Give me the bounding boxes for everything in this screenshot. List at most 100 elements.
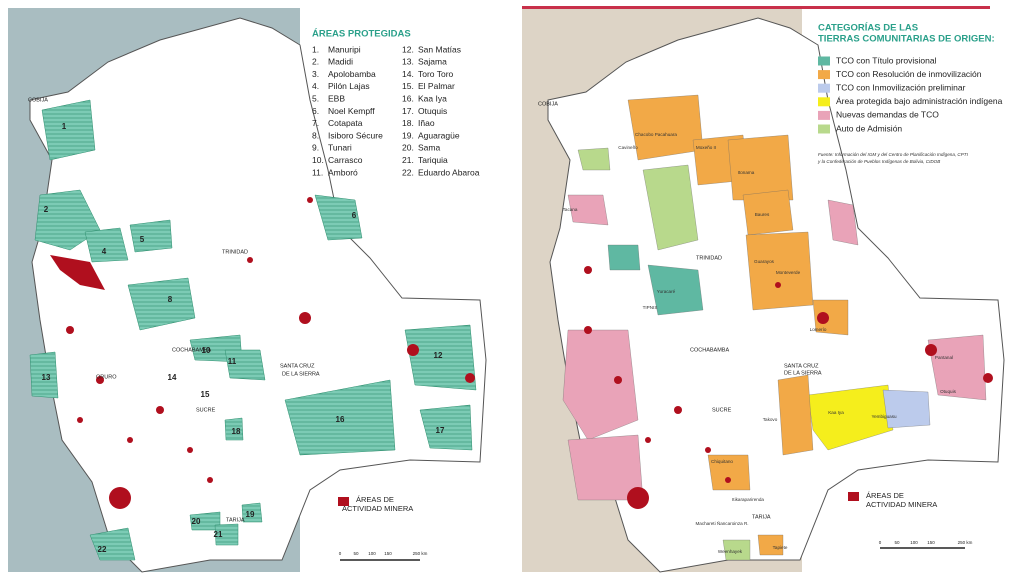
area-name: Apolobamba xyxy=(328,69,376,79)
tco-areas xyxy=(562,94,987,561)
tco-label: TIPNIS xyxy=(643,305,658,310)
area-number: 4. xyxy=(312,81,319,91)
area-number: 14. xyxy=(402,69,414,79)
area-name: Iñao xyxy=(418,118,435,128)
area-number: 13. xyxy=(402,57,414,67)
area-name: El Palmar xyxy=(418,81,455,91)
area-number: 21. xyxy=(402,155,414,165)
area-map-number: 5 xyxy=(140,235,145,244)
tco-label: Moxeño II xyxy=(696,145,716,150)
mining-areas xyxy=(50,197,475,509)
legend-title: TIERRAS COMUNITARIAS DE ORIGEN: xyxy=(818,34,995,45)
area-map-number: 4 xyxy=(102,247,107,256)
city-label: TARIJA xyxy=(226,517,245,523)
tco-label: Cavineño xyxy=(618,145,638,150)
city-label: COBIJA xyxy=(28,97,48,103)
legend-title: ÁREAS PROTEGIDAS xyxy=(312,29,411,40)
scale-label: 0 xyxy=(879,540,882,545)
legend-label: TCO con Inmovilización preliminar xyxy=(836,82,966,92)
mining-areas xyxy=(584,266,993,509)
area-number: 18. xyxy=(402,118,414,128)
scale-label: 50 xyxy=(353,551,359,556)
source-note: Fuente: Información del IGM y del Centro… xyxy=(818,152,969,157)
city-label: COBIJA xyxy=(538,101,558,107)
tco-label: Guarayos xyxy=(754,259,775,264)
top-bar xyxy=(522,6,990,9)
legend-swatch xyxy=(818,97,830,107)
area-map-number: 2 xyxy=(44,205,49,214)
area-number: 22. xyxy=(402,167,414,177)
area-name: Cotapata xyxy=(328,118,363,128)
area-number: 20. xyxy=(402,143,414,153)
mining-legend: ACTIVIDAD MINERA xyxy=(866,500,937,509)
area-map-number: 21 xyxy=(214,530,223,539)
area-number: 16. xyxy=(402,93,414,103)
area-map-number: 13 xyxy=(42,373,51,382)
city-label: DE LA SIERRA xyxy=(784,370,822,376)
tco-label: Chacobo Pacahuara xyxy=(635,132,677,137)
area-map-number: 17 xyxy=(436,426,445,435)
area-name: Eduardo Abaroa xyxy=(418,167,480,177)
tco-label: Itonama xyxy=(738,170,755,175)
tco-label: Itikaraparirenda xyxy=(732,497,764,502)
legend-swatch xyxy=(818,70,830,80)
scale-label: 100 xyxy=(368,551,376,556)
tco-label: Lomerío xyxy=(810,327,827,332)
scale-label: 250 km xyxy=(413,551,428,556)
area-number: 10. xyxy=(312,155,324,165)
area-name: Manuripi xyxy=(328,44,361,54)
area-number: 2. xyxy=(312,57,319,67)
area-number: 3. xyxy=(312,69,319,79)
area-map-number: 8 xyxy=(168,295,173,304)
area-name: EBB xyxy=(328,93,345,103)
legend-label: Auto de Admisión xyxy=(836,123,902,133)
right-country xyxy=(547,17,1005,573)
area-name: Toro Toro xyxy=(418,69,454,79)
area-name: San Matías xyxy=(418,44,461,54)
city-label: ORURO xyxy=(96,374,117,380)
tco-label: Machareti Ñancaroinza R. xyxy=(695,520,748,526)
area-name: Aguaragüe xyxy=(418,130,460,140)
tco-label: Yuracaré xyxy=(657,289,676,294)
area-name: Sama xyxy=(418,143,440,153)
area-map-number: 14 xyxy=(168,373,177,382)
legend-swatch xyxy=(818,56,830,66)
area-map-number: 1 xyxy=(62,122,67,131)
legend-title: CATEGORÍAS DE LAS xyxy=(818,23,918,34)
area-number: 12. xyxy=(402,44,414,54)
legend-label: Nuevas demandas de TCO xyxy=(836,110,939,120)
legend-swatch xyxy=(818,110,830,120)
area-name: Amboró xyxy=(328,167,358,177)
area-name: Kaa Iya xyxy=(418,93,447,103)
left-country xyxy=(29,17,487,573)
legend-label: Área protegida bajo administración indíg… xyxy=(836,96,1003,106)
area-map-number: 10 xyxy=(202,346,211,355)
tco-label: Otuquis xyxy=(940,389,957,394)
city-label: TARIJA xyxy=(752,514,771,520)
area-name: Noel Kempff xyxy=(328,106,375,116)
legend-label: TCO con Resolución de inmovilización xyxy=(836,69,982,79)
scale-label: 0 xyxy=(339,551,342,556)
protected-areas xyxy=(29,99,477,561)
area-name: Madidi xyxy=(328,57,353,67)
area-map-number: 19 xyxy=(246,510,255,519)
city-label: SUCRE xyxy=(196,407,216,413)
scale-label: 150 xyxy=(927,540,935,545)
tco-label: Tacana xyxy=(563,207,578,212)
right-panel xyxy=(522,6,1005,573)
area-map-number: 11 xyxy=(228,357,237,366)
city-label: COCHABAMBA xyxy=(172,347,211,353)
area-map-number: 20 xyxy=(192,517,201,526)
area-number: 11. xyxy=(312,167,323,177)
city-label: SUCRE xyxy=(712,407,732,413)
area-map-number: 18 xyxy=(232,427,241,436)
area-number: 9. xyxy=(312,143,319,153)
tco-label: Tapiete xyxy=(773,545,788,550)
mining-legend-swatch xyxy=(338,497,349,506)
scale-label: 100 xyxy=(910,540,918,545)
city-label: DE LA SIERRA xyxy=(282,371,320,377)
city-label: TRINIDAD xyxy=(696,255,722,261)
tco-label: Takovo xyxy=(763,417,778,422)
area-number: 7. xyxy=(312,118,319,128)
area-map-number: 22 xyxy=(98,545,107,554)
